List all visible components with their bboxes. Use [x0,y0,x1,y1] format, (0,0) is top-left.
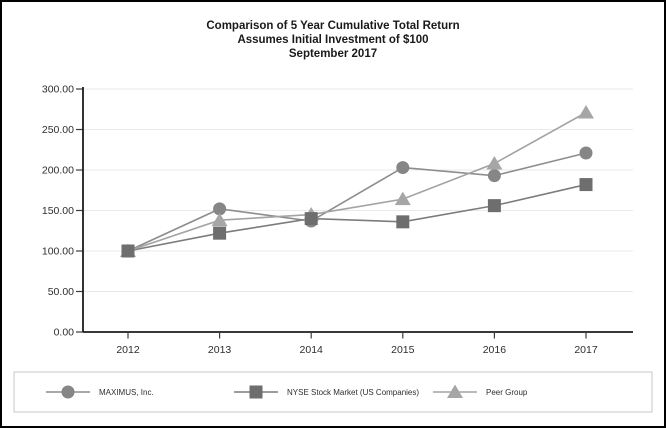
x-axis-tick-label: 2016 [483,344,507,356]
data-point-square-2017 [579,178,593,192]
data-point-circle-2015 [396,161,410,175]
chart-title-line2: Assumes Initial Investment of $100 [237,34,429,46]
x-axis-tick-label: 2015 [391,344,415,356]
y-axis-tick-label: 50.00 [48,286,74,298]
data-point-triangle-2017 [578,104,594,119]
legend-square-icon [249,385,263,399]
x-axis-tick-label: 2012 [116,344,140,356]
data-point-circle-2016 [487,169,501,183]
y-axis-tick-label: 100.00 [42,246,74,258]
y-axis-tick-label: 0.00 [54,327,75,339]
chart-title-line3: September 2017 [288,48,378,60]
y-axis-tick-label: 150.00 [42,205,74,217]
legend-triangle-icon [447,384,463,398]
data-point-square-2014 [304,212,318,226]
chart-title: Comparison of 5 Year Cumulative Total Re… [0,19,666,61]
data-point-triangle-2013 [211,212,228,227]
data-point-triangle-2016 [486,156,503,170]
data-point-circle-2017 [579,146,593,160]
legend-label: NYSE Stock Market (US Companies) [287,388,419,397]
legend-circle-icon [61,385,75,399]
x-axis-tick-label: 2014 [300,344,324,356]
x-axis-tick-label: 2017 [574,344,598,356]
x-axis-tick-label: 2013 [208,344,232,356]
legend-label: MAXIMUS, Inc. [99,388,154,397]
y-axis-tick-label: 200.00 [42,165,74,177]
series-line-circle [127,152,587,252]
series-line-square [127,183,587,252]
data-point-square-2012 [121,244,135,258]
y-axis-tick-label: 300.00 [42,84,74,96]
data-point-circle-2013 [213,202,227,216]
series-line-triangle [127,111,587,252]
data-point-square-2016 [487,199,501,213]
data-point-triangle-2015 [394,191,411,206]
legend-label: Peer Group [486,388,528,397]
chart-title-line1: Comparison of 5 Year Cumulative Total Re… [206,20,460,32]
legend-box [13,371,653,413]
y-axis-tick-label: 250.00 [42,124,74,136]
data-point-square-2013 [213,226,227,240]
data-point-square-2015 [396,215,410,229]
